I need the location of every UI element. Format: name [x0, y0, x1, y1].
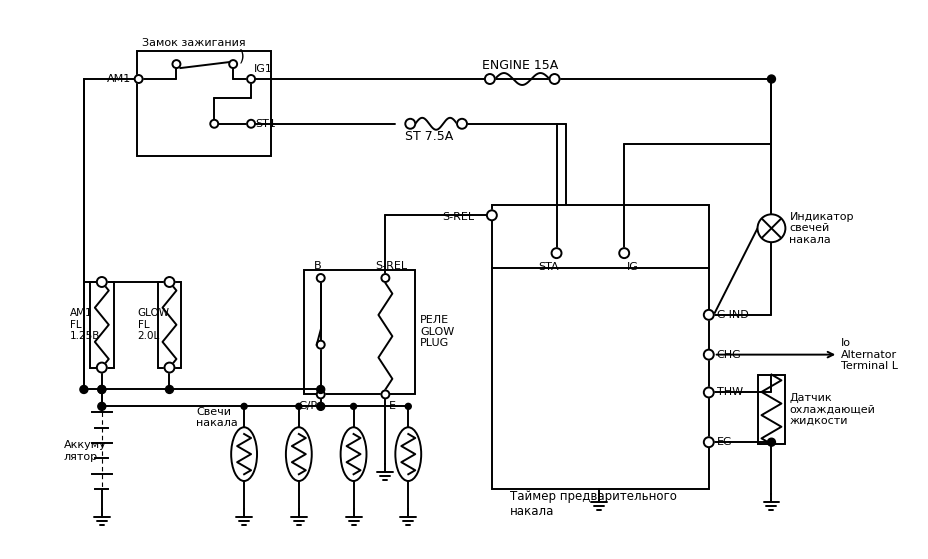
Bar	[90, 282, 113, 368]
Circle shape	[619, 248, 628, 258]
Circle shape	[457, 119, 467, 129]
Circle shape	[210, 120, 218, 128]
Circle shape	[484, 74, 495, 84]
Circle shape	[173, 60, 180, 68]
Circle shape	[405, 119, 415, 129]
Bar	[491, 205, 708, 489]
Circle shape	[756, 214, 784, 242]
Text: Аккуму
лятор: Аккуму лятор	[64, 440, 107, 462]
Bar	[136, 51, 271, 155]
Ellipse shape	[395, 427, 420, 481]
Circle shape	[97, 386, 106, 394]
Circle shape	[703, 437, 713, 447]
Bar	[158, 282, 181, 368]
Ellipse shape	[286, 427, 312, 481]
Circle shape	[703, 349, 713, 359]
Text: ): )	[238, 49, 245, 64]
Text: EG: EG	[716, 437, 731, 447]
Circle shape	[703, 310, 713, 320]
Circle shape	[551, 248, 561, 258]
Text: B: B	[314, 261, 321, 271]
Text: Замок зажигания: Замок зажигания	[141, 38, 245, 48]
Text: S-REL: S-REL	[442, 212, 473, 222]
Text: РЕЛЕ
GLOW
PLUG: РЕЛЕ GLOW PLUG	[419, 315, 454, 348]
Circle shape	[295, 404, 302, 409]
Ellipse shape	[341, 427, 366, 481]
Text: IG: IG	[626, 262, 638, 272]
Text: E: E	[388, 401, 395, 411]
Text: AM1
FL
1.25В: AM1 FL 1.25В	[70, 308, 100, 342]
Circle shape	[164, 277, 174, 287]
Text: G-IND: G-IND	[716, 310, 749, 320]
Circle shape	[767, 438, 775, 446]
Text: STA: STA	[537, 262, 559, 272]
Circle shape	[135, 75, 143, 83]
Circle shape	[97, 277, 107, 287]
Text: S-REL: S-REL	[375, 261, 407, 271]
Text: ENGINE 15A: ENGINE 15A	[482, 59, 558, 72]
Circle shape	[316, 402, 325, 410]
Circle shape	[164, 363, 174, 372]
Circle shape	[97, 363, 107, 372]
Text: G/P: G/P	[299, 401, 317, 411]
Circle shape	[486, 210, 496, 220]
Circle shape	[549, 74, 559, 84]
Circle shape	[97, 402, 106, 410]
Text: ST1: ST1	[255, 119, 276, 129]
Circle shape	[80, 386, 88, 394]
Text: Io
Alternator
Terminal L: Io Alternator Terminal L	[840, 338, 897, 371]
Circle shape	[381, 390, 389, 399]
Circle shape	[316, 386, 325, 394]
Circle shape	[97, 386, 106, 394]
Text: GLOW
FL
2.0L: GLOW FL 2.0L	[137, 308, 170, 342]
Text: AM1: AM1	[107, 74, 131, 84]
Circle shape	[316, 390, 325, 399]
Text: IG1: IG1	[253, 64, 273, 74]
Text: Свечи
накала: Свечи накала	[196, 406, 238, 428]
Text: Датчик
охлаждающей
жидкости: Датчик охлаждающей жидкости	[789, 393, 874, 426]
Bar	[756, 375, 784, 444]
Circle shape	[350, 404, 356, 409]
Circle shape	[241, 404, 247, 409]
Circle shape	[247, 120, 255, 128]
Bar	[303, 270, 415, 395]
Circle shape	[316, 274, 325, 282]
Circle shape	[767, 75, 775, 83]
Circle shape	[703, 387, 713, 397]
Text: Таймер предварительного
накала: Таймер предварительного накала	[509, 490, 676, 518]
Circle shape	[381, 274, 389, 282]
Text: THW: THW	[716, 387, 742, 397]
Text: Индикатор
свечей
накала: Индикатор свечей накала	[789, 212, 853, 245]
Circle shape	[229, 60, 237, 68]
Circle shape	[165, 386, 174, 394]
Text: CHG: CHG	[716, 349, 741, 359]
Circle shape	[247, 75, 255, 83]
Circle shape	[405, 404, 411, 409]
Text: ST 7.5A: ST 7.5A	[405, 130, 453, 143]
Ellipse shape	[231, 427, 257, 481]
Circle shape	[316, 340, 325, 349]
